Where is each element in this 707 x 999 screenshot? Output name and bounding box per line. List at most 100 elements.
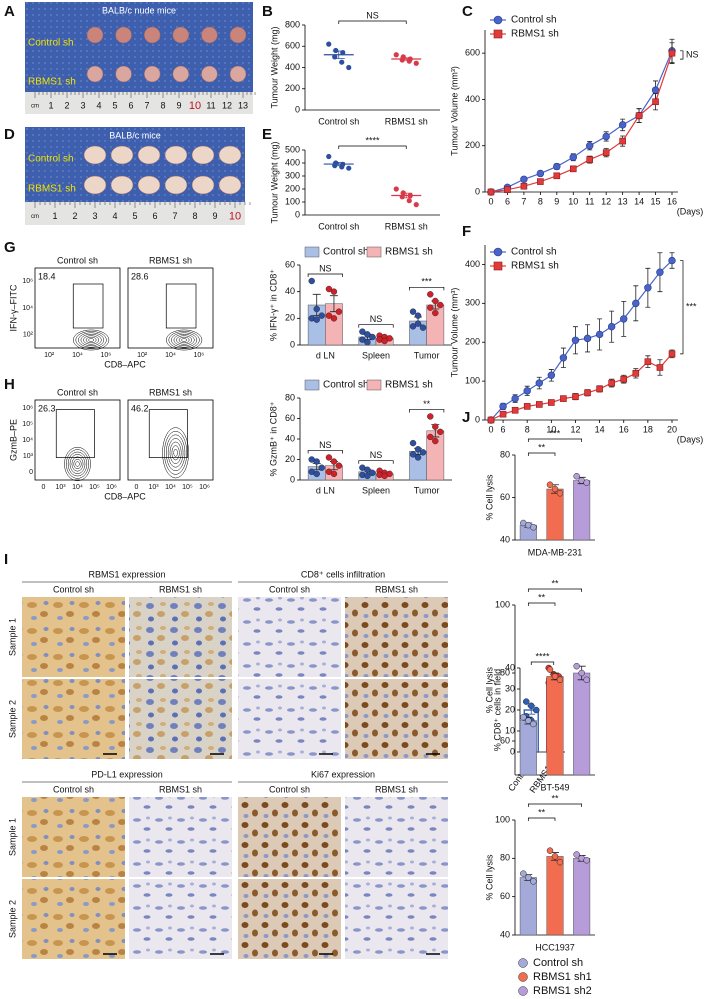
tumour [201, 65, 218, 83]
data-point [419, 324, 427, 331]
row-label: RBMS1 sh [28, 77, 76, 88]
y-tick-label: 20 [285, 454, 295, 464]
x-tick-label: Control sh [318, 221, 359, 231]
flow-title: RBMS1 sh [149, 255, 192, 265]
data-point [520, 870, 527, 877]
data-point [437, 301, 444, 309]
data-point [583, 857, 590, 864]
data-point [364, 339, 371, 346]
tumour [143, 26, 161, 44]
data-point [520, 713, 527, 721]
bar [573, 672, 591, 776]
marker [520, 175, 528, 183]
data-point [578, 669, 585, 677]
x-tick-label: RBMS1 sh [385, 221, 428, 231]
legend-marker [518, 972, 528, 982]
flow-x-tick-label: 10⁵ [89, 484, 100, 491]
legend-marker [493, 247, 503, 257]
gate-percent: 46.2 [131, 403, 149, 413]
data-point [528, 702, 535, 710]
flow-x-tick-label: 10⁴ [165, 484, 176, 491]
marker [504, 186, 511, 193]
significance-bracket [527, 452, 556, 456]
legend-marker [493, 15, 503, 25]
y-tick-label: 600 [465, 48, 480, 58]
x-tick-label: 8 [538, 196, 543, 206]
marker [569, 153, 577, 161]
ihc-image [129, 679, 232, 759]
marker [553, 172, 561, 180]
series-line [490, 52, 673, 193]
legend-label: Control sh [323, 380, 369, 391]
contour [171, 445, 180, 461]
row-label: RBMS1 sh [28, 184, 76, 195]
y-axis-label: Tumour Weight (mg) [269, 141, 279, 223]
section-title: RBMS1 expression [88, 569, 165, 579]
contour [178, 336, 190, 344]
data-point [427, 413, 434, 420]
significance-label: ** [551, 578, 559, 588]
data-point [573, 473, 580, 480]
y-axis-label: % CD8⁺ cells in field [492, 669, 502, 751]
contour [168, 331, 200, 349]
ruler-label: 1 [48, 100, 53, 110]
marker [511, 394, 519, 403]
row-label: Control sh [28, 38, 74, 49]
contour [181, 338, 187, 342]
panel-letter: E [262, 126, 272, 143]
marker [651, 86, 660, 94]
data-point [573, 851, 580, 858]
data-point [546, 481, 554, 488]
ruler-label: 13 [238, 100, 248, 110]
tumour [218, 145, 242, 165]
data-point [409, 323, 417, 330]
contour [167, 438, 184, 468]
data-point [330, 470, 338, 478]
x-tick-label: Control sh [318, 116, 359, 126]
flow-frame [34, 267, 121, 349]
y-tick-label: 200 [465, 140, 480, 150]
x-tick-label: Tumor [414, 350, 440, 360]
data-point [313, 305, 320, 313]
data-point [381, 337, 388, 345]
data-point [573, 662, 580, 670]
data-point [414, 312, 422, 319]
x-tick-label: 8 [525, 424, 530, 434]
ruler-label: 1 [52, 211, 57, 221]
y-tick-label: 400 [285, 157, 300, 167]
significance-label: NS [370, 450, 383, 460]
significance-bracket [680, 260, 684, 355]
y-tick-label: 400 [465, 259, 480, 269]
y-tick-label: 300 [285, 170, 300, 180]
y-tick-label: 100 [285, 196, 300, 206]
contour [176, 335, 193, 345]
y-axis-label: % Cell lysis [484, 854, 494, 901]
ihc-image [238, 597, 341, 677]
marker [608, 379, 615, 387]
ruler-label: 11 [206, 100, 215, 110]
y-tick-label: 40 [500, 534, 510, 544]
data-point [339, 164, 345, 170]
bar [546, 856, 564, 936]
flow-x-tick-label: 10⁴ [165, 352, 176, 359]
ruler-label: 10 [229, 210, 241, 222]
data-point [339, 59, 345, 65]
contour [75, 331, 107, 349]
flow-title: RBMS1 sh [149, 387, 192, 397]
data-point [333, 47, 339, 54]
marker [644, 284, 652, 292]
data-point [551, 485, 559, 493]
tumour [83, 145, 107, 165]
data-point [413, 202, 419, 208]
data-point [525, 874, 532, 881]
ihc-image [345, 597, 448, 677]
x-tick-label: 7 [521, 196, 526, 206]
ruler [25, 92, 253, 114]
significance-bracket [527, 602, 556, 606]
legend-swatch [366, 246, 382, 258]
marker [523, 403, 531, 410]
marker [632, 299, 640, 308]
data-point [318, 312, 325, 319]
data-point [330, 315, 338, 322]
flow-y-tick-label: 10⁴ [22, 305, 33, 312]
